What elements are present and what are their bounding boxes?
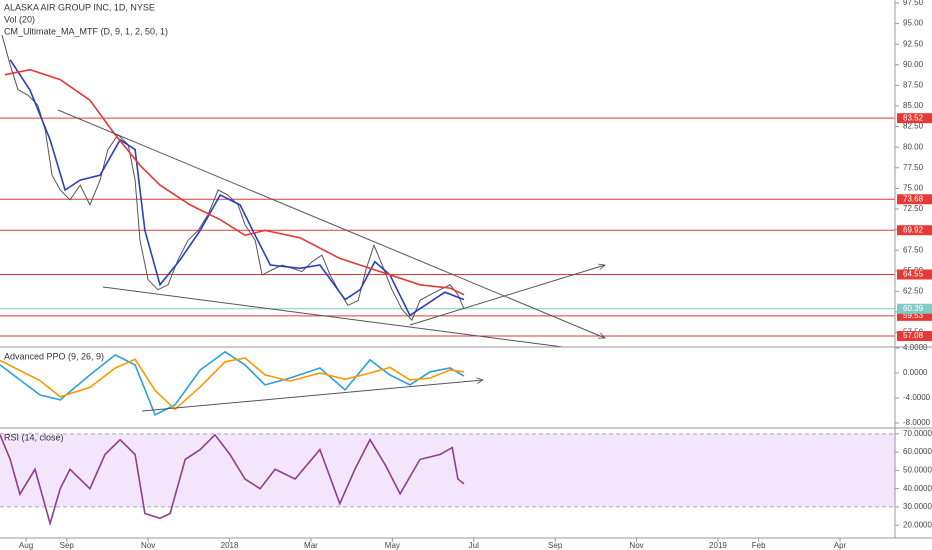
x-tick-label: Mar	[304, 541, 318, 550]
series-line	[0, 350, 465, 417]
level-tag	[897, 194, 932, 205]
level-tag	[897, 310, 932, 321]
trend-line	[141, 380, 483, 412]
trend-line	[409, 265, 605, 326]
y-tick-label: 40.0000	[903, 484, 932, 493]
x-tick-label: May	[385, 541, 400, 550]
y-tick-label: -8.0000	[903, 418, 931, 427]
y-tick-label: -4.0000	[903, 393, 931, 402]
trend-line	[102, 286, 564, 348]
x-tick-label: 2018	[221, 541, 239, 550]
y-tick-label: 87.50	[903, 80, 924, 89]
rsi-band	[0, 433, 895, 507]
y-tick-label: 30.0000	[903, 502, 932, 511]
y-tick-label: 4.0000	[903, 343, 928, 352]
level-label: 73.68	[903, 194, 924, 203]
y-tick-label: 0.0000	[903, 368, 928, 377]
y-tick-label: 82.50	[903, 122, 924, 131]
y-tick-label: 92.50	[903, 39, 924, 48]
panel-title: Advanced PPO (9, 26, 9)	[4, 351, 104, 361]
y-tick-label: 95.00	[903, 19, 924, 28]
y-tick-label: 90.00	[903, 60, 924, 69]
indicator-label: Vol (20)	[4, 14, 35, 24]
level-label: 60.39	[903, 304, 924, 313]
y-tick-label: 80.00	[903, 142, 924, 151]
y-tick-label: 67.50	[903, 245, 924, 254]
y-tick-label: 60.0000	[903, 447, 932, 456]
series-line	[0, 357, 465, 411]
series-line	[9, 59, 465, 317]
y-tick-label: 85.00	[903, 101, 924, 110]
level-label: 69.92	[903, 225, 924, 234]
level-tag	[897, 269, 932, 280]
y-tick-label: 72.50	[903, 204, 924, 213]
y-tick-label: 70.0000	[903, 429, 932, 438]
indicator-label: CM_Ultimate_MA_MTF (D, 9, 1, 2, 50, 1)	[4, 26, 168, 36]
y-tick-label: 62.50	[903, 286, 924, 295]
x-tick-label: Feb	[752, 541, 766, 550]
trend-lines	[57, 109, 605, 412]
level-label: 83.52	[903, 113, 924, 122]
x-tick-label: Sep	[548, 541, 563, 550]
y-tick-label: 77.50	[903, 163, 924, 172]
panel-title: RSI (14, close)	[4, 432, 64, 442]
x-tick-label: Nov	[629, 541, 643, 550]
chart-title: ALASKA AIR GROUP INC, 1D, NYSE	[4, 2, 155, 12]
level-tag	[897, 331, 932, 342]
level-label: 57.08	[903, 331, 924, 340]
x-tick-label: Aug	[19, 541, 33, 550]
level-label: 59.53	[903, 311, 924, 320]
y-tick-label: 97.50	[903, 0, 924, 7]
level-tag	[897, 303, 932, 314]
series-line	[1, 34, 465, 322]
x-tick-label: Jul	[469, 541, 479, 550]
level-tag	[897, 225, 932, 236]
y-tick-label: 50.0000	[903, 466, 932, 475]
level-label: 64.55	[903, 270, 924, 279]
y-tick-label: 20.0000	[903, 520, 932, 529]
series-line	[4, 68, 465, 296]
y-tick-label: 75.00	[903, 183, 924, 192]
level-tag	[897, 113, 932, 124]
x-tick-label: Sep	[60, 541, 75, 550]
x-tick-label: 2019	[709, 541, 727, 550]
trend-line	[57, 109, 605, 338]
series-line	[0, 433, 465, 527]
x-tick-label: Apr	[834, 541, 847, 550]
x-tick-label: Nov	[141, 541, 155, 550]
